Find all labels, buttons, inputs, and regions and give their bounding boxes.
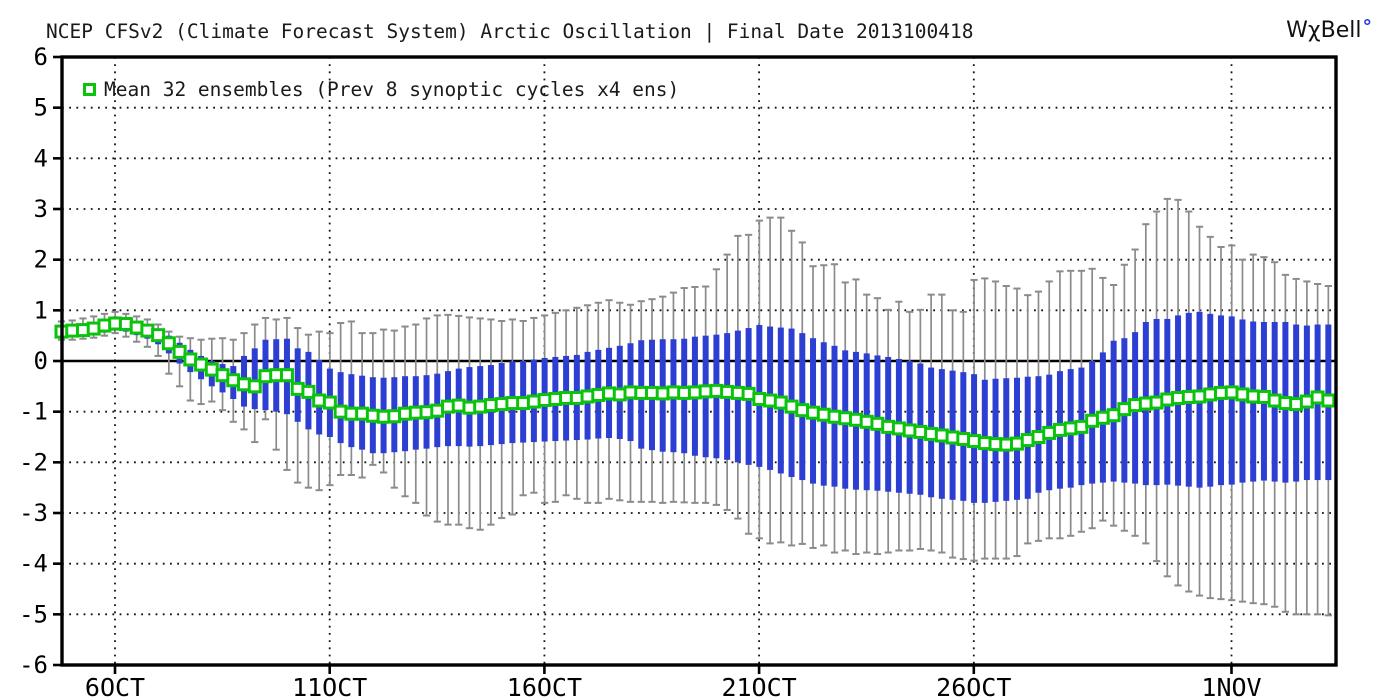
y-tick-label: -4 <box>19 550 48 578</box>
x-tick-label: 21OCT <box>721 673 796 700</box>
legend-label: Mean 32 ensembles (Prev 8 synoptic cycle… <box>104 77 680 101</box>
ensemble-box <box>1217 315 1224 486</box>
x-tick-label: 1NOV <box>1201 673 1261 700</box>
mean-marker <box>1321 393 1336 408</box>
x-tick-label: 11OCT <box>292 673 367 700</box>
y-tick-label: 4 <box>34 144 48 172</box>
ensemble-box <box>1228 316 1235 485</box>
chart-title: NCEP CFSv2 (Climate Forecast System) Arc… <box>46 20 974 43</box>
y-tick-label: -2 <box>19 448 48 476</box>
mean-marker <box>301 384 316 399</box>
x-tick-label: 6OCT <box>85 673 145 700</box>
y-tick-label: 5 <box>34 94 48 122</box>
mean-marker <box>322 395 337 410</box>
y-tick-label: 6 <box>34 43 48 71</box>
mean-marker <box>172 344 187 359</box>
legend-mean-swatch-icon <box>83 82 96 96</box>
degree-icon: ° <box>1362 16 1373 38</box>
y-tick-label: 2 <box>34 246 48 274</box>
mean-marker <box>161 336 176 351</box>
y-tick-label: -6 <box>19 651 48 679</box>
y-tick-label: -1 <box>19 398 48 426</box>
mean-marker <box>247 379 262 394</box>
x-tick-label: 26OCT <box>936 673 1011 700</box>
wxbell-logo: WχBell° <box>1286 16 1372 43</box>
ensemble-box <box>251 348 258 410</box>
wxbell-logo-text: WχBell <box>1286 18 1362 43</box>
mean-marker <box>279 368 294 383</box>
mean-marker <box>151 328 166 343</box>
y-tick-label: -5 <box>19 600 48 628</box>
y-tick-label: 3 <box>34 195 48 223</box>
legend: Mean 32 ensembles (Prev 8 synoptic cycle… <box>83 77 679 101</box>
y-tick-label: -3 <box>19 499 48 527</box>
y-tick-label: 0 <box>34 347 48 375</box>
y-tick-label: 1 <box>34 296 48 324</box>
x-tick-label: 16OCT <box>507 673 582 700</box>
